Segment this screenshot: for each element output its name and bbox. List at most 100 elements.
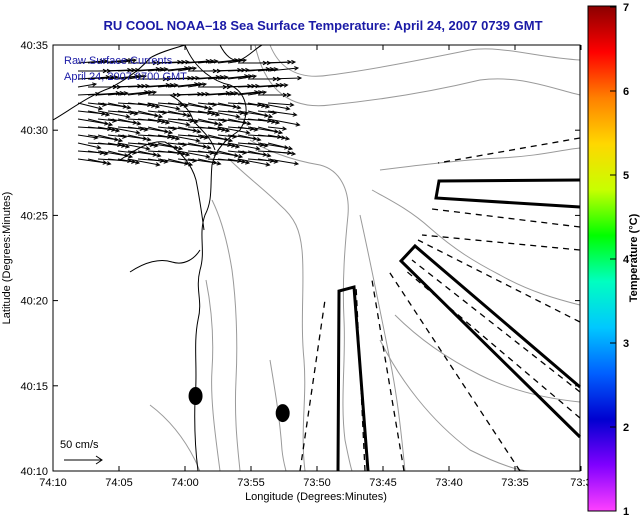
current-vector-head [245,160,251,165]
current-vector [137,142,158,147]
current-vector [227,91,259,96]
current-vector-head [156,153,162,158]
current-vector [97,76,118,80]
current-vector [117,75,143,80]
current-vector [187,102,213,110]
current-vector-head [255,146,261,151]
current-vector [267,110,297,116]
colorbar: 7 6 5 4 3 2 1 Temperature (°C) [587,2,640,518]
current-vector [167,134,200,142]
current-vector [167,83,199,88]
current-vector [197,110,220,116]
current-vector-head [125,114,131,119]
current-vector [227,110,248,115]
current-vector-head [216,161,222,166]
current-vector-head [267,113,274,119]
current-vector [257,126,283,134]
y-tick-label: 40:20 [20,296,48,308]
current-vector [107,142,130,148]
current-vector-head [146,137,152,142]
current-vector [107,150,133,158]
current-vector [207,110,240,118]
dashed-track [411,259,581,393]
current-vector [137,91,157,96]
current-vector [207,126,230,132]
current-vector [247,142,268,147]
current-vector [257,118,280,124]
depth-contour [211,199,241,472]
current-vector [197,118,223,126]
current-vector-head [245,130,251,135]
y-tick-label: 40:10 [20,466,48,478]
current-vector [167,150,190,156]
buoy-west-marker [188,387,203,406]
current-vector [207,76,228,80]
current-vector-head [177,145,184,151]
current-vector-head [135,160,141,165]
current-vector-head [142,74,148,79]
current-vector-head [252,74,258,79]
current-vector-head [117,137,124,143]
current-vector [137,110,163,118]
current-vector [257,68,278,72]
track-box-north [434,178,581,209]
current-vector [257,84,284,88]
current-vector [167,142,187,146]
current-vector-head [185,152,191,157]
colorbar-tick-label: 1 [623,506,629,518]
current-vector [127,126,148,131]
current-vector [97,118,117,122]
survey-tracks [299,137,582,472]
current-vector [77,102,103,110]
current-vector [267,77,302,80]
x-tick-label: 73:40 [435,477,463,489]
buoy-east-marker [275,404,290,423]
current-vector [257,110,277,114]
current-vector [107,92,128,96]
current-vector-head [236,105,242,110]
current-vector [167,110,191,117]
current-vector [217,92,238,96]
current-vector [227,59,247,64]
dashed-track [431,208,581,228]
depth-contour [149,404,201,472]
current-vector-head [97,105,104,111]
current-vector-head [135,130,141,135]
current-vector-head [256,137,262,142]
current-vector-head [286,92,292,98]
x-axis-label: Longitude (Degrees:Minutes) [245,491,387,503]
current-vector-head [262,90,268,95]
map-plot [52,44,582,472]
current-vector-head [205,154,211,159]
current-vector [77,134,98,139]
current-vector [217,59,243,64]
current-vector [107,126,140,134]
current-vector [147,126,173,134]
current-vector-head [275,120,281,125]
current-vector-head [175,106,181,111]
x-tick-label: 74:10 [39,477,67,489]
current-vector [227,150,247,154]
x-tick-label: 73:55 [237,477,265,489]
current-vector [167,102,188,107]
depth-contour [371,189,581,306]
current-vector [267,118,300,126]
current-vector [247,110,273,118]
current-vector-head [165,120,171,125]
current-vector [157,118,190,126]
colorbar-ticks: 7 6 5 4 3 2 1 [610,2,630,518]
current-vector-head [195,138,201,143]
current-vector [237,158,270,166]
current-vector-head [287,145,294,151]
y-axis-label: Latitude (Degrees:Minutes) [1,192,13,325]
current-vector [247,68,274,72]
current-vector [217,102,241,109]
current-vector [147,102,180,110]
current-vector [77,142,101,149]
current-vector-head [157,113,164,119]
colorbar-label: Temperature (°C) [628,213,640,302]
current-vector [97,134,123,142]
y-tick-label: 40:25 [20,210,48,222]
current-vector [157,134,180,140]
